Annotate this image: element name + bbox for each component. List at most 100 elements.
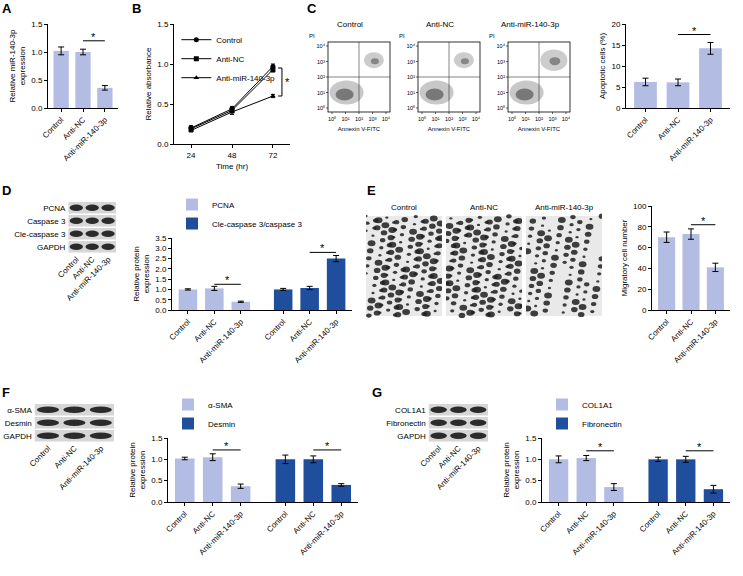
svg-text:1.0: 1.0: [151, 455, 163, 464]
svg-text:Anti-miR-140-3p: Anti-miR-140-3p: [58, 444, 106, 492]
svg-text:Control: Control: [625, 115, 650, 140]
svg-text:Control: Control: [28, 444, 53, 469]
svg-text:Anti-miR-140-3p: Anti-miR-140-3p: [198, 317, 246, 365]
svg-text:10⁴: 10⁴: [407, 43, 416, 49]
svg-text:0.5: 0.5: [525, 476, 537, 485]
svg-text:3.0: 3.0: [155, 244, 167, 253]
svg-text:Anti-miR-140-3p: Anti-miR-140-3p: [293, 317, 341, 365]
svg-text:Anti-miR-140-3p: Anti-miR-140-3p: [672, 317, 720, 365]
svg-text:10³: 10³: [459, 116, 467, 122]
svg-text:10²: 10²: [355, 116, 363, 122]
svg-text:Control: Control: [168, 317, 193, 342]
svg-text:10³: 10³: [407, 59, 415, 65]
svg-text:Relative absorbance: Relative absorbance: [144, 47, 153, 120]
svg-text:Cle-caspase 3: Cle-caspase 3: [14, 230, 66, 239]
svg-text:20: 20: [637, 285, 646, 294]
svg-text:0.5: 0.5: [151, 476, 163, 485]
svg-text:10³: 10³: [497, 59, 505, 65]
svg-text:10⁰: 10⁰: [497, 105, 505, 111]
svg-text:Anti-miR-140-3p: Anti-miR-140-3p: [65, 255, 113, 303]
svg-text:Control: Control: [337, 20, 363, 29]
svg-text:COL1A1: COL1A1: [582, 401, 613, 410]
svg-text:Relative miR-140-3pexpression: Relative miR-140-3pexpression: [8, 29, 27, 102]
svg-text:Desmin: Desmin: [5, 419, 32, 428]
svg-text:Anti-miR-140-3p: Anti-miR-140-3p: [197, 509, 245, 557]
svg-text:Anti-NC: Anti-NC: [656, 115, 682, 141]
svg-text:10⁴: 10⁴: [562, 116, 571, 122]
svg-text:10³: 10³: [369, 116, 377, 122]
svg-text:Control: Control: [41, 115, 66, 140]
svg-text:10⁰: 10⁰: [508, 116, 516, 122]
svg-text:Anti-miR-140-3p: Anti-miR-140-3p: [216, 74, 275, 83]
svg-text:Anti-miR-140-3p: Anti-miR-140-3p: [670, 509, 718, 557]
svg-text:*: *: [697, 441, 702, 453]
svg-text:Anti-NC: Anti-NC: [191, 509, 217, 535]
svg-text:1.0: 1.0: [31, 48, 43, 57]
svg-text:Anti-NC: Anti-NC: [564, 509, 590, 535]
svg-text:Time (hr): Time (hr): [216, 162, 248, 171]
svg-text:PI: PI: [309, 33, 315, 39]
svg-text:*: *: [325, 440, 330, 452]
svg-text:Control: Control: [164, 509, 189, 534]
svg-text:10¹: 10¹: [522, 116, 530, 122]
svg-text:Migratory cell number: Migratory cell number: [620, 219, 629, 296]
svg-text:1.5: 1.5: [157, 20, 169, 29]
svg-text:48: 48: [228, 151, 237, 160]
svg-text:1.5: 1.5: [151, 434, 163, 443]
svg-text:10⁴: 10⁴: [317, 43, 326, 49]
svg-text:10⁰: 10⁰: [317, 105, 325, 111]
svg-text:100: 100: [633, 202, 647, 211]
svg-text:GAPDH: GAPDH: [3, 432, 32, 441]
svg-text:Anti-miR-140-3p: Anti-miR-140-3p: [298, 509, 346, 557]
svg-text:5: 5: [616, 83, 621, 92]
svg-text:10¹: 10¹: [497, 90, 505, 96]
svg-text:1.0: 1.0: [157, 60, 169, 69]
svg-text:10³: 10³: [549, 116, 557, 122]
svg-text:2.0: 2.0: [155, 265, 167, 274]
svg-text:1.5: 1.5: [155, 275, 167, 284]
svg-text:Anti-NC: Anti-NC: [216, 55, 244, 64]
svg-text:Relative proteinexpression: Relative proteinexpression: [502, 442, 521, 498]
svg-text:*: *: [225, 274, 230, 286]
svg-text:10²: 10²: [497, 74, 505, 80]
svg-text:15: 15: [611, 41, 620, 50]
svg-text:Anti-miR-140-3p: Anti-miR-140-3p: [667, 115, 715, 163]
svg-text:Fibronectin: Fibronectin: [386, 419, 426, 428]
svg-text:Cle-caspase 3/caspase 3: Cle-caspase 3/caspase 3: [212, 220, 302, 229]
svg-text:Anti-NC: Anti-NC: [291, 509, 317, 535]
svg-text:Anti-NC: Anti-NC: [426, 20, 454, 29]
svg-text:*: *: [320, 242, 325, 254]
svg-text:Desmin: Desmin: [208, 420, 235, 429]
svg-text:Anti-miR-140-3p: Anti-miR-140-3p: [571, 509, 619, 557]
svg-text:10⁰: 10⁰: [418, 116, 426, 122]
svg-text:1.5: 1.5: [525, 434, 537, 443]
svg-text:Anti-NC: Anti-NC: [664, 509, 690, 535]
svg-text:α-SMA: α-SMA: [7, 406, 32, 415]
svg-text:*: *: [598, 441, 603, 453]
svg-text:10: 10: [611, 62, 620, 71]
svg-text:Relative proteinexpression: Relative proteinexpression: [128, 442, 147, 498]
svg-text:0.5: 0.5: [155, 296, 167, 305]
svg-text:10²: 10²: [445, 116, 453, 122]
svg-text:PI: PI: [399, 33, 405, 39]
svg-text:0.0: 0.0: [157, 140, 169, 149]
svg-text:0: 0: [616, 104, 621, 113]
svg-text:0.0: 0.0: [151, 498, 163, 507]
svg-text:10¹: 10¹: [342, 116, 350, 122]
svg-text:1.0: 1.0: [525, 455, 537, 464]
svg-text:10¹: 10¹: [432, 116, 440, 122]
svg-text:10²: 10²: [407, 74, 415, 80]
svg-text:*: *: [701, 215, 706, 227]
svg-text:10³: 10³: [317, 59, 325, 65]
svg-text:20: 20: [611, 20, 620, 29]
svg-text:Control: Control: [646, 317, 671, 342]
svg-text:0.0: 0.0: [155, 306, 167, 315]
svg-text:Control: Control: [216, 36, 242, 45]
svg-text:Fibronectin: Fibronectin: [582, 420, 622, 429]
svg-text:Control: Control: [538, 509, 563, 534]
svg-text:Relative proteinexpression: Relative proteinexpression: [132, 246, 151, 302]
svg-text:72: 72: [268, 151, 277, 160]
svg-text:0.0: 0.0: [525, 498, 537, 507]
svg-text:10⁴: 10⁴: [497, 43, 506, 49]
svg-text:Caspase 3: Caspase 3: [27, 217, 66, 226]
